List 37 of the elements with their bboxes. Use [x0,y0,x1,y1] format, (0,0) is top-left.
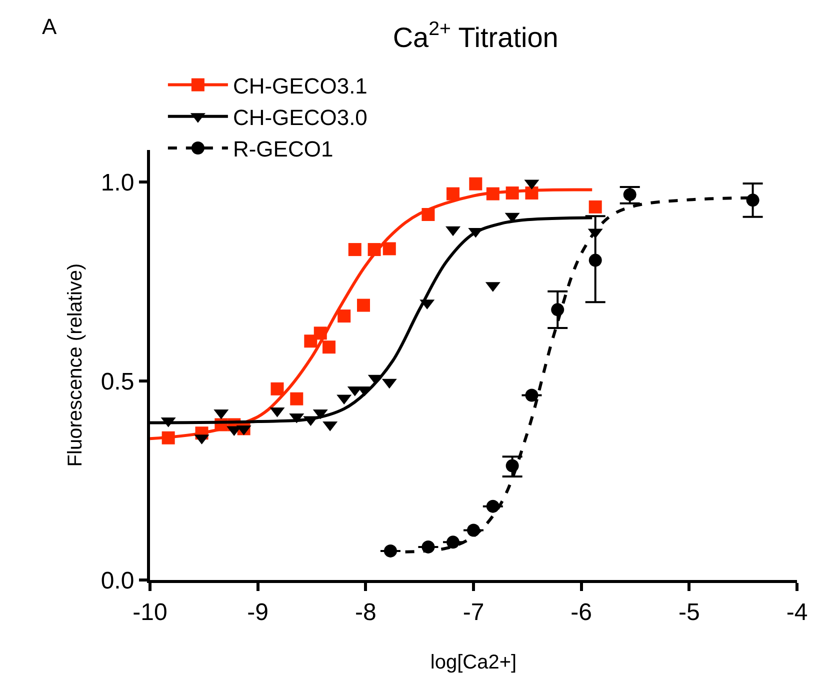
point [338,310,351,323]
point [290,392,304,406]
legend-label: CH-GECO3.1 [232,73,368,98]
point [588,200,602,214]
y-tick-label: 0.5 [100,368,134,396]
x-tick-label: -5 [678,598,700,626]
x-tick-label: -4 [786,598,808,626]
chart-title: Ca$^{2+}$ Titration [392,18,558,53]
x-tick-label: -10 [132,598,168,626]
point [469,177,482,190]
point [382,242,396,256]
y-axis-title: Fluorescence (relative) [64,263,86,467]
point [486,500,500,513]
x-tick-label: -8 [355,598,376,626]
point [746,194,760,207]
x-tick-label: -9 [247,598,268,626]
point [525,388,538,402]
x-axis-title: log[Ca2+] [430,651,517,674]
point [270,382,284,396]
point [446,187,460,200]
point [588,254,602,267]
y-tick-label: 1.0 [100,169,134,196]
legend-label: R-GECO1 [232,136,334,162]
x-tick-label: -7 [462,598,484,626]
point [623,188,636,202]
point [551,303,564,316]
point [322,340,336,354]
point [304,334,318,348]
point [506,459,519,472]
x-tick-label: -6 [570,598,592,626]
point [446,536,460,549]
point [348,243,362,256]
point [357,298,370,312]
text: A [42,14,57,39]
line-series [150,188,594,440]
y-tick-label: 0.0 [100,567,134,594]
legend-label: CH-GECO3.0 [232,104,368,130]
